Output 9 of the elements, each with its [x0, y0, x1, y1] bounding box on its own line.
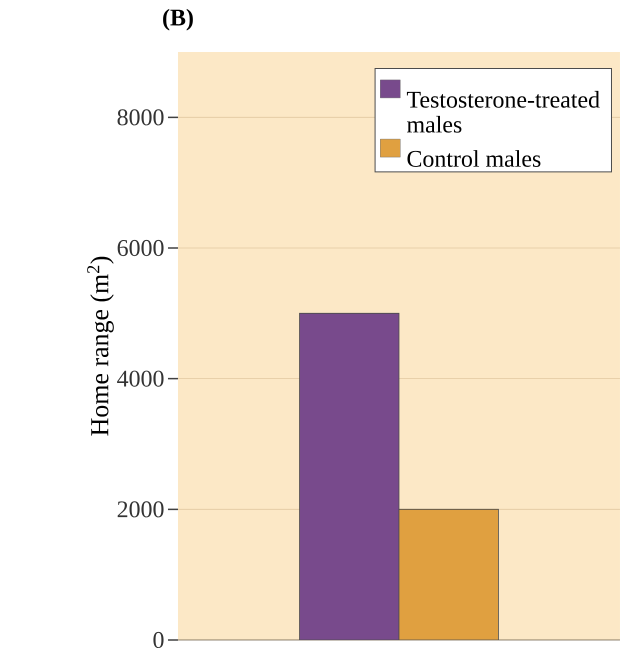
y-tick-label: 4000: [116, 370, 164, 387]
y-tick-label: 6000: [117, 240, 164, 256]
legend-label: Testosterone-treated males: [406, 90, 600, 133]
y-axis-title: Home range (m$^{2}$): [87, 256, 114, 436]
chart-title: (B): [162, 8, 193, 30]
y-tick-label: 0: [153, 632, 164, 648]
y-tick-label: 8000: [117, 109, 164, 126]
legend-label: Control males: [407, 150, 540, 167]
y-tick-label: 2000: [118, 501, 164, 518]
